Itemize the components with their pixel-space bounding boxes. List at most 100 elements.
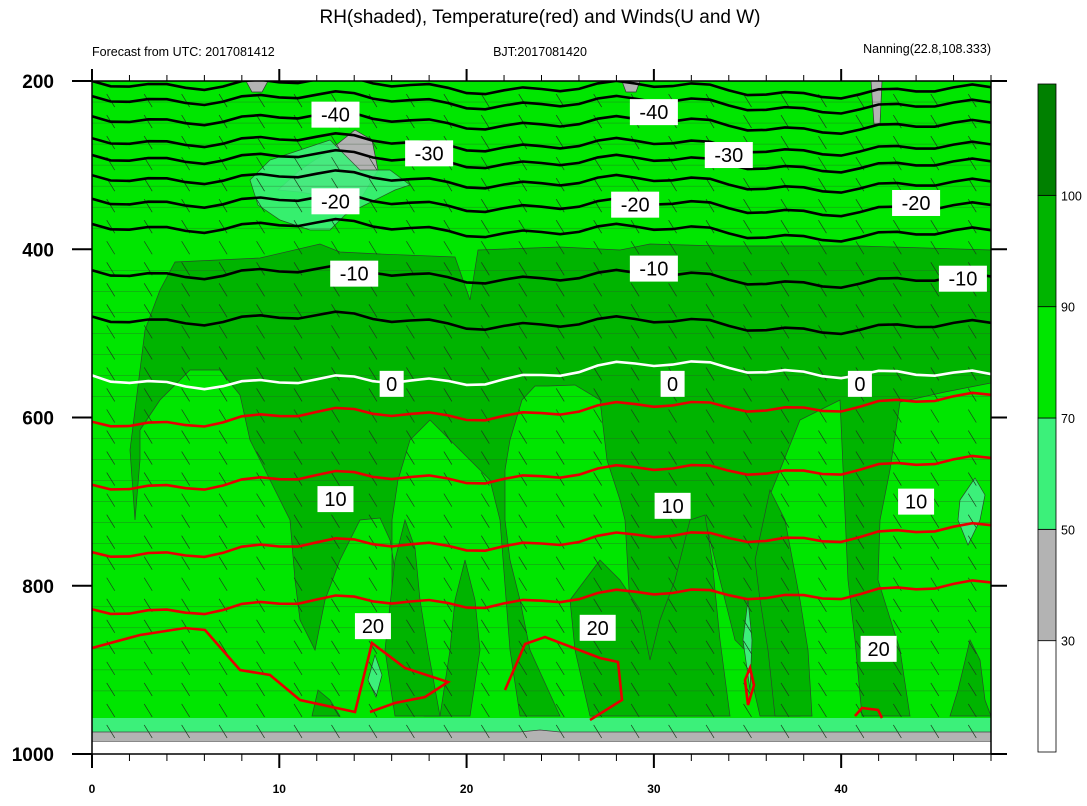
wind-barb	[181, 472, 190, 486]
wind-barb	[930, 367, 940, 381]
wind-barb	[743, 388, 752, 402]
wind-barb	[668, 598, 677, 612]
wind-barb	[218, 451, 228, 465]
wind-barb	[293, 493, 303, 507]
wind-barb	[218, 703, 228, 718]
wind-barb	[780, 451, 790, 465]
wind-barb	[555, 156, 565, 171]
wind-barb	[555, 388, 565, 402]
wind-barb	[368, 640, 378, 655]
wind-barb	[630, 661, 640, 676]
colorbar-tick-label: 70	[1061, 412, 1075, 426]
contour-label-box	[629, 99, 678, 126]
wind-barb	[218, 346, 228, 360]
wind-barb	[143, 325, 153, 339]
x-tick-label: 0	[89, 782, 96, 796]
contour-label-box	[330, 260, 379, 287]
wind-barb	[668, 346, 677, 360]
wind-barb	[143, 304, 153, 318]
wind-barb	[967, 409, 977, 423]
wind-barb	[481, 514, 490, 528]
wind-barb	[293, 619, 303, 633]
wind-barb	[893, 619, 902, 633]
wind-barb	[106, 493, 116, 507]
wind-barb	[855, 409, 865, 423]
isotherm-line	[92, 131, 991, 157]
wind-barb	[818, 556, 827, 570]
wind-barb	[855, 619, 865, 633]
wind-barb	[293, 640, 303, 655]
wind-barb	[406, 514, 415, 528]
wind-barb	[143, 514, 153, 528]
wind-barb	[555, 346, 565, 360]
wind-barb	[555, 199, 565, 213]
wind-barb	[106, 661, 116, 676]
wind-barb	[331, 241, 340, 255]
wind-barb	[593, 93, 602, 108]
wind-barb	[293, 724, 303, 739]
wind-barb	[218, 682, 228, 697]
wind-barb	[481, 199, 490, 213]
wind-barb	[481, 619, 490, 633]
wind-barb	[967, 514, 977, 528]
wind-barb	[893, 703, 902, 718]
wind-barb	[780, 262, 790, 276]
isotherm-line	[92, 391, 991, 428]
wind-barb	[293, 346, 303, 360]
wind-barb	[256, 199, 265, 213]
wind-barb	[368, 472, 378, 486]
contour-label-box	[629, 255, 678, 282]
wind-barb	[256, 409, 265, 423]
wind-barb	[818, 135, 827, 150]
wind-barb	[406, 346, 415, 360]
wind-barb	[780, 430, 790, 444]
wind-barb	[143, 283, 153, 297]
wind-barb	[705, 114, 715, 129]
wind-barb	[443, 598, 453, 612]
wind-barb	[106, 325, 116, 339]
isotherm-line	[92, 110, 991, 136]
wind-barb	[855, 661, 865, 676]
wind-barb	[218, 220, 228, 234]
wind-barb	[481, 93, 490, 108]
wind-barb	[143, 661, 153, 676]
wind-barb	[630, 703, 640, 718]
wind-barb	[443, 661, 453, 676]
wind-barb	[967, 472, 977, 486]
wind-barb	[368, 93, 378, 108]
wind-barb	[930, 430, 940, 444]
contour-label: 10	[905, 492, 927, 514]
wind-barb	[893, 346, 902, 360]
wind-barb	[555, 430, 565, 444]
wind-barb	[593, 325, 602, 339]
x-tick-label: 10	[273, 782, 287, 796]
wind-barb	[780, 556, 790, 570]
wind-barb	[106, 346, 116, 360]
contour-label: 0	[667, 374, 678, 396]
wind-barb	[181, 262, 190, 276]
wind-barb	[368, 724, 378, 739]
wind-barb	[293, 598, 303, 612]
wind-barb	[256, 640, 265, 655]
wind-barb	[481, 135, 490, 150]
wind-barb	[518, 724, 528, 739]
wind-barb	[855, 199, 865, 213]
wind-barb	[855, 241, 865, 255]
wind-barb	[143, 177, 153, 192]
wind-barb	[181, 114, 190, 129]
wind-barb	[930, 724, 940, 739]
wind-barb	[181, 135, 190, 150]
wind-barb	[780, 346, 790, 360]
wind-barb	[630, 325, 640, 339]
wind-barb	[293, 93, 303, 108]
wind-barb	[893, 514, 902, 528]
wind-barb	[930, 682, 940, 697]
wind-barb	[143, 472, 153, 486]
wind-barb	[181, 409, 190, 423]
contour-label: -10	[639, 259, 668, 281]
wind-barb	[855, 451, 865, 465]
wind-barb	[256, 367, 265, 381]
wind-barb	[518, 577, 528, 591]
wind-barb	[780, 156, 790, 171]
wind-barb	[256, 388, 265, 402]
